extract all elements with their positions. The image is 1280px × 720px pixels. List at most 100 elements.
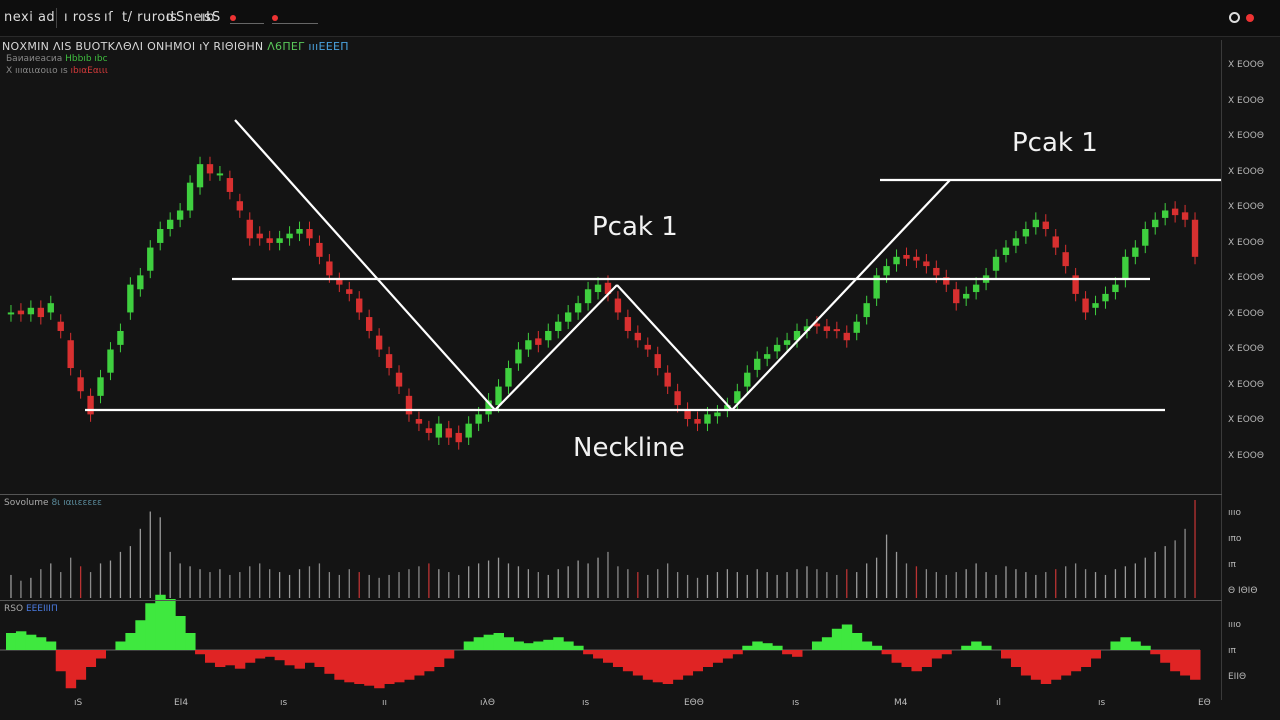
oscillator-bar bbox=[762, 643, 773, 650]
candle-body bbox=[346, 289, 353, 294]
time-axis-label: ıs bbox=[792, 698, 800, 708]
oscillator-bar bbox=[483, 634, 495, 650]
candle-body bbox=[923, 261, 930, 267]
volume-bars-group bbox=[10, 500, 1196, 598]
oscillator-bar bbox=[394, 650, 405, 683]
oscillator-bar bbox=[792, 650, 803, 657]
toolbar-item-4[interactable]: ıs bbox=[166, 10, 178, 25]
oscillator-bar bbox=[911, 650, 922, 672]
oscillator-bar bbox=[443, 650, 455, 659]
oscillator-bar bbox=[672, 650, 684, 680]
toolbar-item-3[interactable]: t/ rurod bbox=[122, 10, 175, 25]
toolbar-item-6[interactable]: ıs bbox=[200, 10, 212, 25]
legend-line-1: Баиаиеасиа Ηbbıb ıbc bbox=[6, 54, 108, 64]
oscillator-bar bbox=[384, 650, 395, 684]
candle-body bbox=[356, 298, 363, 313]
toolbar-item-7[interactable]: S bbox=[212, 10, 221, 25]
candle-body bbox=[694, 419, 701, 424]
candle-body bbox=[1012, 238, 1020, 246]
legend-line-2-value: ıbıαΕαιιι bbox=[70, 66, 108, 76]
candle-body bbox=[903, 254, 910, 259]
candle-body bbox=[336, 280, 343, 285]
candle-body bbox=[186, 182, 194, 211]
candle-body bbox=[37, 307, 45, 318]
top-toolbar: nexi ad ı ross ıſ t/ rurod ıs Sneıb ıs S bbox=[0, 0, 1280, 37]
candle-body bbox=[127, 284, 134, 313]
oscillator-bar bbox=[284, 650, 296, 666]
candle-body bbox=[365, 317, 373, 331]
candle-body bbox=[933, 267, 940, 276]
red-dot-icon bbox=[272, 15, 278, 21]
candle-body bbox=[1082, 298, 1089, 313]
oscillator-bar bbox=[145, 603, 156, 650]
candle-body bbox=[803, 326, 811, 331]
oscillator-bar bbox=[374, 650, 385, 689]
candle-body bbox=[525, 340, 532, 350]
oscillator-bar bbox=[841, 624, 853, 650]
oscillator-bar bbox=[921, 650, 932, 667]
oscillator-bar bbox=[35, 637, 47, 650]
oscillator-bar bbox=[593, 650, 604, 659]
settings-gear-icon[interactable] bbox=[1229, 12, 1240, 23]
oscillator-bar bbox=[1070, 650, 1082, 672]
oscillator-bar bbox=[125, 633, 136, 650]
toolbar-item-5[interactable]: Sneıb bbox=[176, 10, 215, 25]
toolbar-item-2[interactable]: ıſ bbox=[104, 10, 114, 25]
candle-body bbox=[833, 329, 841, 332]
pattern-line bbox=[731, 179, 951, 411]
oscillator-group bbox=[0, 594, 1201, 689]
oscillator-bar bbox=[523, 643, 534, 650]
legend-line-1-value: Ηbbıb ıbc bbox=[65, 54, 108, 64]
candle-body bbox=[1092, 303, 1099, 308]
oscillator-bar bbox=[861, 641, 873, 650]
toolbar-symbol[interactable]: nexi ad bbox=[4, 10, 56, 25]
oscillator-bar bbox=[782, 650, 793, 655]
oscillator-bar bbox=[404, 650, 415, 680]
oscillator-bar bbox=[1010, 650, 1022, 667]
oscillator-bar bbox=[772, 645, 783, 650]
candle-body bbox=[485, 400, 492, 415]
indicator-slot-1[interactable] bbox=[230, 14, 264, 24]
candle-body bbox=[1112, 284, 1119, 293]
indicator-slot-2[interactable] bbox=[272, 14, 318, 24]
toolbar-item-1[interactable]: ı ross bbox=[64, 10, 102, 25]
candle-body bbox=[545, 330, 552, 341]
oscillator-bar bbox=[692, 650, 703, 672]
time-axis-label: Μ4 bbox=[894, 698, 908, 708]
candle-body bbox=[624, 317, 632, 331]
candle-body bbox=[714, 412, 721, 417]
candle-body bbox=[157, 229, 164, 243]
time-axis-label: ıλΘ bbox=[480, 698, 495, 708]
oscillator-bar bbox=[642, 650, 654, 680]
osc-panel-title-value: ΕΕΕΙΙΙΠ bbox=[25, 604, 58, 614]
candle-body bbox=[236, 201, 244, 211]
candle-body bbox=[385, 354, 393, 369]
volume-panel-title-value: 8ι ıαιιεεεεε bbox=[51, 498, 102, 508]
oscillator-bar bbox=[632, 650, 644, 676]
candle-body bbox=[823, 326, 831, 331]
candle-body bbox=[843, 332, 850, 341]
time-axis-label: ıS bbox=[74, 698, 83, 708]
oscillator-bar bbox=[135, 620, 146, 650]
oscillator-bar bbox=[1180, 650, 1191, 676]
candle-body bbox=[87, 395, 94, 415]
chart-title-green: Λ6ΠΕΓ bbox=[267, 40, 305, 53]
oscillator-bar bbox=[433, 650, 445, 667]
candle-body bbox=[505, 368, 512, 387]
candle-body bbox=[1102, 293, 1109, 302]
volume-panel-divider bbox=[0, 494, 1222, 495]
oscillator-bar bbox=[463, 641, 475, 650]
candle-body bbox=[873, 275, 880, 299]
candle-body bbox=[276, 238, 283, 243]
price-axis-label: Χ ΕΟΟΘ bbox=[1228, 202, 1264, 212]
candle-body bbox=[147, 247, 154, 271]
alert-dot-icon[interactable] bbox=[1246, 14, 1254, 22]
time-axis-label: ıs bbox=[280, 698, 288, 708]
candle-body bbox=[1181, 212, 1189, 220]
oscillator-bar bbox=[294, 650, 305, 669]
oscillator-bar bbox=[264, 650, 276, 657]
pattern-line bbox=[234, 119, 496, 411]
chart-title: ΝΟΧΜΙΝ ΛΙS BUΟΤΚΛΘΛΙ ΟΝΗΜΟΙ ıΥ RΙΘΙΘΗΝ Λ… bbox=[2, 40, 349, 53]
candle-body bbox=[1042, 221, 1049, 230]
